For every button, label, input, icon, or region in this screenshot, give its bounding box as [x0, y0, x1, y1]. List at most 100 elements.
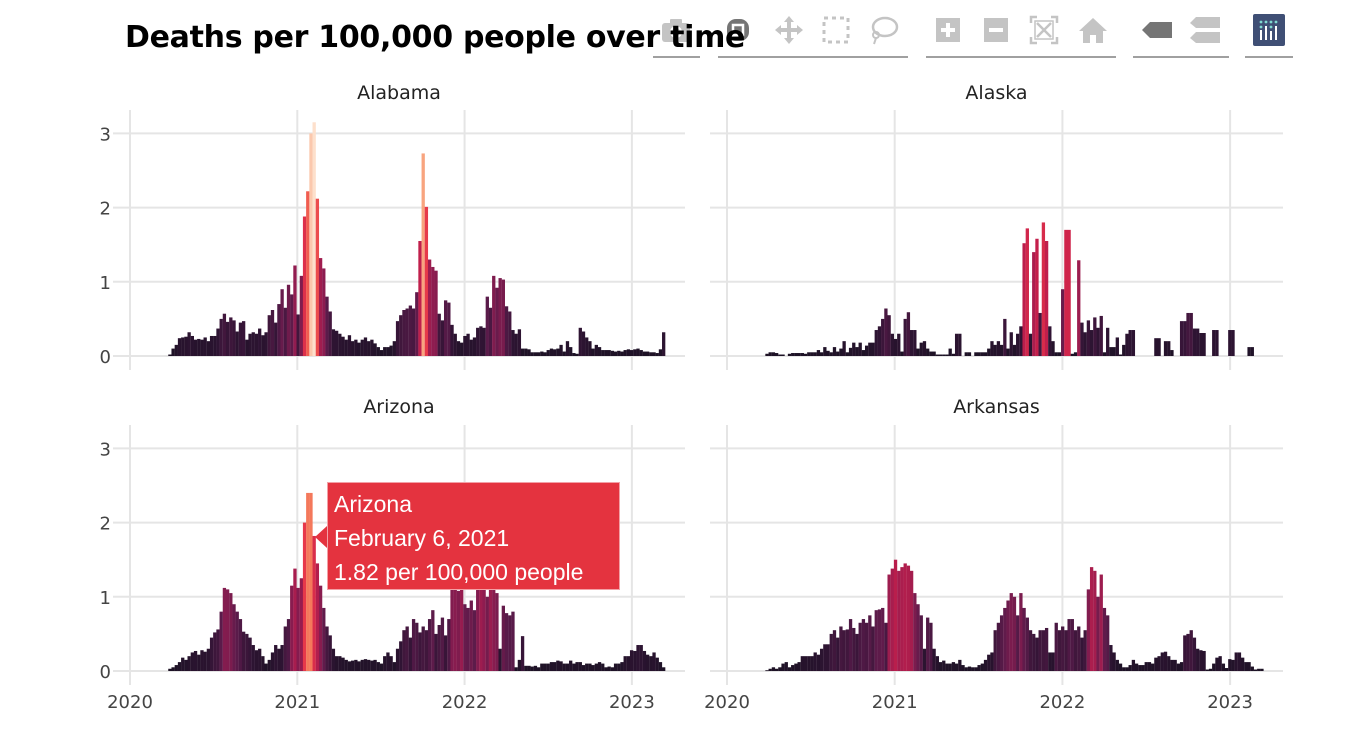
bar[interactable]	[1183, 635, 1187, 671]
bar[interactable]	[1019, 326, 1023, 356]
bar[interactable]	[1012, 344, 1017, 356]
facet-panel-alabama[interactable]: 0 1 2 3 Alabama	[100, 82, 685, 370]
bar[interactable]	[662, 667, 666, 671]
bar[interactable]	[604, 667, 608, 671]
bar[interactable]	[453, 333, 457, 356]
bar[interactable]	[1212, 330, 1216, 356]
bar[interactable]	[508, 615, 512, 671]
bar[interactable]	[200, 650, 204, 671]
bar[interactable]	[1089, 330, 1094, 356]
bar[interactable]	[530, 666, 534, 671]
bar[interactable]	[357, 342, 361, 356]
bar[interactable]	[999, 344, 1004, 356]
bar[interactable]	[585, 663, 589, 671]
bar[interactable]	[942, 354, 946, 356]
bar[interactable]	[629, 650, 634, 671]
bar[interactable]	[1035, 238, 1039, 356]
bar[interactable]	[926, 617, 930, 671]
bar[interactable]	[171, 348, 175, 356]
bar[interactable]	[209, 637, 214, 671]
lasso-select-button[interactable]	[868, 14, 900, 46]
bar[interactable]	[884, 622, 888, 671]
bar[interactable]	[784, 662, 788, 671]
bar[interactable]	[575, 353, 579, 356]
bar[interactable]	[909, 570, 914, 671]
bar[interactable]	[1044, 627, 1049, 671]
bar[interactable]	[482, 327, 486, 356]
bar[interactable]	[935, 354, 939, 356]
bar[interactable]	[347, 661, 352, 671]
bar[interactable]	[1228, 659, 1232, 671]
bar[interactable]	[1241, 657, 1245, 671]
bar[interactable]	[363, 659, 368, 671]
bar[interactable]	[980, 352, 984, 356]
bar[interactable]	[1109, 645, 1113, 671]
bar[interactable]	[225, 589, 230, 671]
bar[interactable]	[315, 198, 320, 356]
bar[interactable]	[1064, 229, 1068, 356]
bar[interactable]	[948, 348, 952, 356]
bar[interactable]	[460, 578, 464, 671]
bar[interactable]	[338, 333, 342, 356]
bar[interactable]	[177, 662, 182, 671]
bar[interactable]	[312, 535, 316, 671]
bar[interactable]	[1073, 630, 1078, 671]
bar[interactable]	[768, 668, 772, 671]
bar[interactable]	[929, 622, 933, 671]
bar[interactable]	[283, 307, 287, 356]
bar[interactable]	[951, 662, 956, 671]
bar[interactable]	[315, 563, 320, 671]
zoom-in-button[interactable]	[932, 14, 964, 46]
bar[interactable]	[852, 342, 856, 356]
download-plot-button[interactable]	[660, 14, 692, 46]
bar[interactable]	[842, 341, 846, 356]
bar[interactable]	[1057, 630, 1062, 671]
bar[interactable]	[591, 348, 595, 356]
bar[interactable]	[235, 611, 239, 671]
bar[interactable]	[562, 351, 566, 356]
bar[interactable]	[1167, 341, 1171, 356]
bar[interactable]	[1073, 352, 1078, 356]
bar[interactable]	[440, 617, 445, 671]
bar[interactable]	[334, 656, 339, 671]
bar[interactable]	[427, 619, 432, 671]
plotly-logo-button[interactable]	[1253, 14, 1285, 46]
bar[interactable]	[922, 648, 927, 671]
bar[interactable]	[1244, 662, 1248, 671]
autoscale-button[interactable]	[1028, 14, 1060, 46]
bar[interactable]	[206, 341, 211, 356]
bar[interactable]	[283, 626, 287, 671]
bar[interactable]	[951, 353, 956, 356]
bar[interactable]	[800, 656, 804, 671]
bar[interactable]	[504, 613, 509, 671]
bar[interactable]	[1237, 652, 1242, 671]
bar[interactable]	[826, 350, 830, 356]
bar[interactable]	[331, 329, 336, 356]
bar[interactable]	[803, 656, 808, 671]
bar[interactable]	[187, 656, 191, 671]
bar[interactable]	[1179, 662, 1184, 671]
hover-closest-button[interactable]	[1141, 14, 1173, 46]
bar[interactable]	[864, 622, 869, 671]
bar[interactable]	[562, 663, 566, 671]
bar[interactable]	[922, 341, 927, 356]
bar[interactable]	[434, 270, 438, 356]
bar[interactable]	[787, 667, 792, 671]
bar[interactable]	[540, 663, 544, 671]
bar[interactable]	[903, 563, 907, 671]
bar[interactable]	[556, 348, 560, 356]
bar[interactable]	[411, 619, 416, 671]
bar[interactable]	[996, 622, 1001, 671]
bar[interactable]	[306, 492, 310, 671]
bar[interactable]	[964, 667, 968, 671]
bar[interactable]	[791, 353, 795, 356]
bar[interactable]	[405, 308, 409, 356]
bar[interactable]	[1170, 659, 1174, 671]
bar[interactable]	[913, 330, 917, 356]
bar[interactable]	[649, 656, 653, 671]
bar[interactable]	[476, 589, 480, 671]
bar[interactable]	[1231, 659, 1235, 671]
bar[interactable]	[1096, 327, 1100, 356]
bar[interactable]	[1170, 350, 1174, 356]
bar[interactable]	[848, 347, 853, 356]
